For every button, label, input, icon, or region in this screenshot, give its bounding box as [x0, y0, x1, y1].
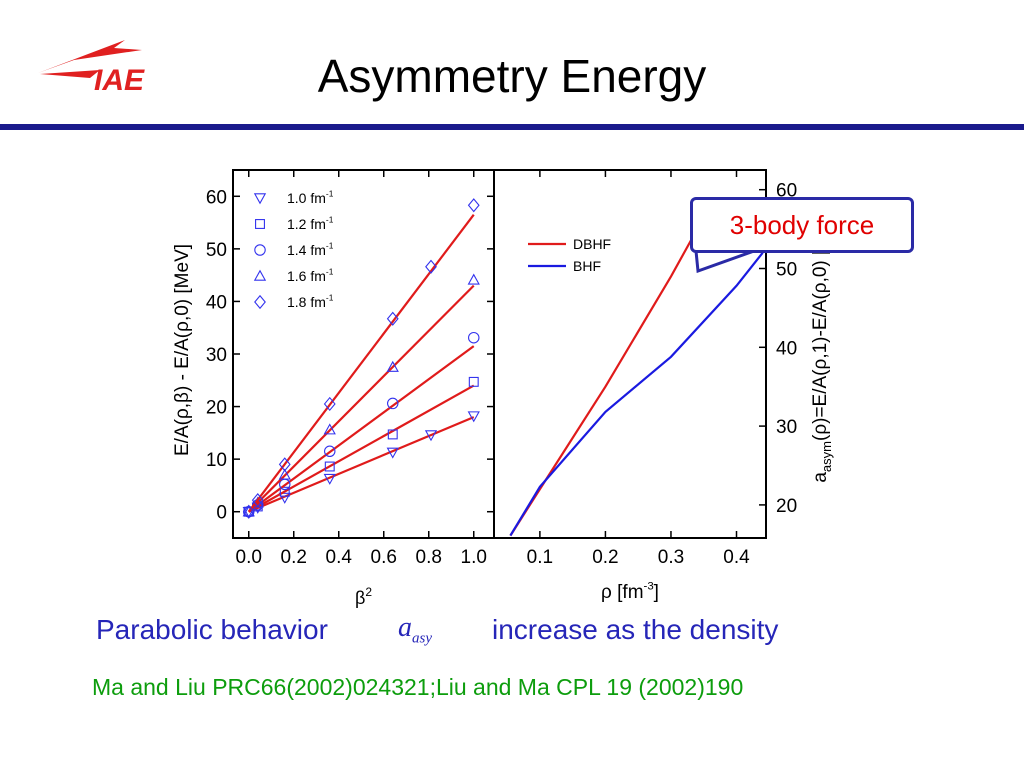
data-point [467, 198, 480, 213]
data-point [387, 429, 398, 440]
data-point [467, 273, 480, 285]
parabolic-behavior-text: Parabolic behavior [96, 614, 328, 645]
iae-logo: IAE [38, 40, 145, 97]
legend-label: 1.4 fm-1 [287, 241, 334, 258]
data-point [242, 505, 255, 517]
x-tick-label: 0.2 [592, 547, 618, 568]
legend-marker [255, 219, 265, 229]
fit-line [247, 214, 475, 513]
title-divider [0, 124, 1024, 130]
data-point [323, 423, 336, 435]
x-axis-label: ρ [fm-3] [601, 580, 659, 603]
y-axis-label: E/A(ρ,β) - E/A(ρ,0) [MeV] [172, 244, 193, 456]
legend-label: 1.8 fm-1 [287, 293, 334, 310]
reference-text: Ma and Liu PRC66(2002)024321;Liu and Ma … [92, 674, 744, 700]
increase-density-text: increase as the density [492, 614, 779, 645]
callout-pointer [694, 251, 754, 273]
left-legend: 1.0 fm-1 1.2 fm-1 1.4 fm-1 1.6 fm-1 1.8 fm-1 [253, 189, 334, 310]
logo-swoosh-shape [38, 40, 142, 73]
a-asy-base: a [398, 612, 412, 643]
legend-label: 1.0 fm-1 [287, 189, 334, 206]
data-point [278, 492, 291, 504]
legend-marker [253, 269, 267, 281]
x-tick-label: 0.8 [416, 547, 442, 568]
fit-line [248, 416, 475, 513]
data-point [278, 468, 291, 480]
data-point [242, 504, 255, 519]
y-tick-label: 30 [206, 345, 227, 366]
data-point [279, 486, 290, 497]
logo-text: IAE [94, 64, 145, 97]
legend-label: 1.2 fm-1 [287, 215, 334, 232]
data-point [467, 411, 480, 423]
data-point [468, 376, 479, 387]
y-tick-label: 10 [206, 450, 227, 471]
series-4 [242, 273, 480, 517]
data-point [386, 447, 399, 459]
data-point [386, 397, 399, 410]
right-legend: DBHF BHF [528, 236, 611, 274]
data-point [424, 430, 438, 442]
logo-wing-shape [40, 70, 100, 78]
slide-title: Asymmetry Energy [317, 50, 707, 102]
x-tick-label: 0.4 [326, 547, 353, 568]
y-tick-label: 20 [776, 496, 797, 517]
curve-bhf [509, 252, 764, 537]
a-asy-symbol: aasy [398, 612, 432, 648]
data-point [323, 396, 336, 412]
legend-label: 1.6 fm-1 [287, 267, 334, 284]
x-axis-label: β2 [355, 585, 372, 608]
data-point [386, 360, 399, 372]
fit-line [248, 384, 475, 513]
y-axis-label-right: aasym(ρ)=E/A(ρ,1)-E/A(ρ,0) [MeV] [810, 205, 834, 482]
legend-marker [254, 244, 266, 256]
data-point [467, 331, 480, 344]
y-tick-label: 40 [206, 292, 227, 313]
legend-marker [253, 193, 267, 205]
x-tick-label: 0.3 [658, 547, 684, 568]
y-tick-label: 30 [776, 417, 797, 438]
legend-marker [254, 294, 266, 310]
x-tick-label: 1.0 [461, 547, 487, 568]
data-point [278, 457, 291, 472]
y-tick-label: 0 [216, 503, 227, 524]
right-plot: 0.1 0.2 0.3 0.4 20 30 40 50 60 ρ [fm-3] aasym(ρ)=E… [493, 169, 834, 603]
y-tick-label: 50 [776, 260, 797, 281]
data-point [251, 493, 264, 508]
right-plot-frame [493, 169, 767, 539]
data-point [323, 473, 336, 485]
a-asy-subscript: asy [412, 630, 432, 647]
x-tick-label: 0.0 [236, 547, 262, 568]
callout-text: 3-body force [729, 210, 875, 240]
x-tick-label: 0.4 [723, 547, 750, 568]
x-tick-label: 0.2 [281, 547, 307, 568]
y-tick-label: 60 [206, 187, 227, 208]
callout-box: 3-body force [690, 197, 914, 253]
data-point [425, 259, 437, 274]
y-tick-label: 40 [776, 338, 797, 359]
series-3 [243, 331, 480, 518]
y-tick-label: 20 [206, 398, 227, 419]
legend-label: DBHF [573, 236, 611, 252]
data-point [386, 311, 399, 326]
legend-label: BHF [573, 258, 601, 274]
data-point [323, 445, 336, 458]
x-tick-label: 0.6 [371, 547, 397, 568]
series-5 [242, 198, 480, 519]
x-tick-label: 0.1 [527, 547, 553, 568]
left-plot: 0 10 20 30 40 50 60 0.0 0.2 0.4 0.6 0.8 1.0 β2 E/A(ρ,β… [172, 169, 495, 608]
y-tick-label: 50 [206, 240, 227, 261]
fit-line [247, 284, 475, 513]
left-plot-frame [232, 169, 495, 539]
y-tick-label: 60 [776, 181, 797, 202]
data-point [324, 461, 335, 472]
fit-line [248, 345, 475, 513]
